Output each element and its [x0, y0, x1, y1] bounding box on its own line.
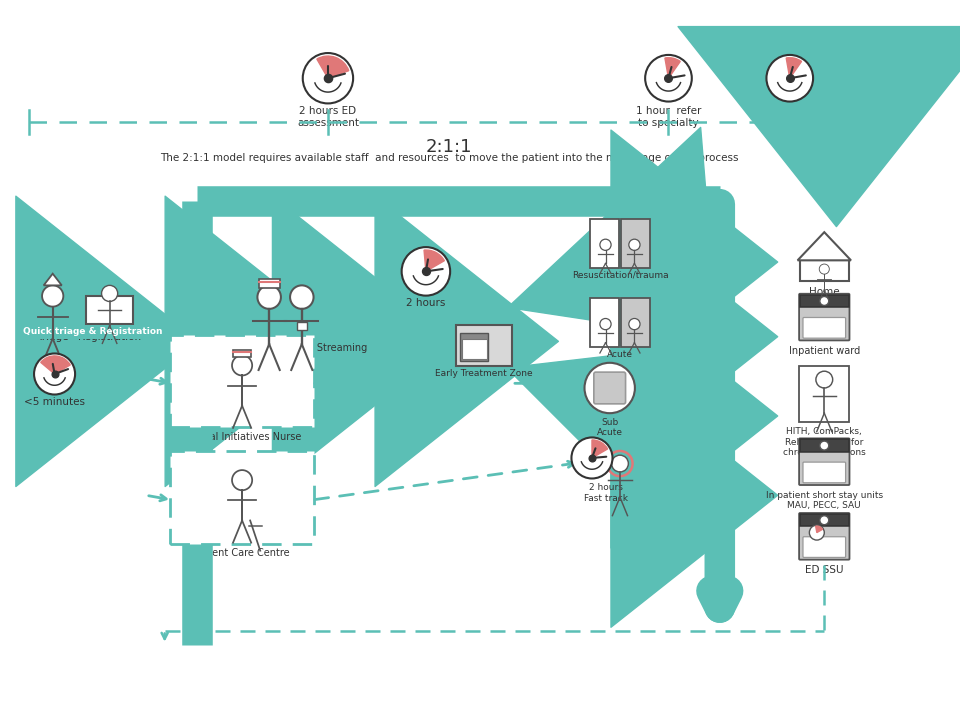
- Wedge shape: [424, 250, 444, 271]
- Text: Sub
Acute: Sub Acute: [597, 418, 623, 437]
- FancyBboxPatch shape: [799, 366, 850, 422]
- Text: 1 hour  refer
to specialty: 1 hour refer to specialty: [636, 107, 701, 128]
- FancyBboxPatch shape: [86, 296, 132, 323]
- FancyBboxPatch shape: [590, 219, 619, 268]
- Text: Acute: Acute: [607, 350, 633, 359]
- Text: 1 hour transfer
out of ED: 1 hour transfer out of ED: [751, 107, 829, 128]
- Circle shape: [816, 372, 832, 388]
- FancyBboxPatch shape: [463, 338, 487, 359]
- FancyBboxPatch shape: [590, 298, 619, 347]
- Circle shape: [629, 318, 640, 330]
- Circle shape: [819, 264, 829, 274]
- FancyBboxPatch shape: [594, 372, 626, 404]
- Circle shape: [766, 55, 813, 102]
- FancyBboxPatch shape: [799, 294, 850, 341]
- Polygon shape: [798, 232, 851, 261]
- FancyBboxPatch shape: [800, 294, 849, 307]
- Text: Triage: Triage: [36, 332, 68, 342]
- Circle shape: [585, 363, 635, 413]
- Circle shape: [290, 285, 314, 309]
- FancyBboxPatch shape: [799, 513, 850, 559]
- Circle shape: [612, 455, 629, 472]
- Circle shape: [600, 239, 612, 251]
- Text: 2 hours ED
assessment: 2 hours ED assessment: [297, 107, 359, 128]
- Wedge shape: [786, 58, 802, 78]
- FancyBboxPatch shape: [799, 438, 850, 485]
- Circle shape: [232, 470, 252, 490]
- Text: <5 minutes: <5 minutes: [24, 397, 85, 408]
- Circle shape: [257, 285, 281, 309]
- Text: Urgent Care Centre: Urgent Care Centre: [195, 549, 289, 559]
- Wedge shape: [317, 56, 348, 78]
- Circle shape: [571, 438, 612, 479]
- Circle shape: [820, 297, 828, 305]
- Circle shape: [401, 247, 450, 296]
- Circle shape: [820, 441, 828, 450]
- Text: 2 hours
Fast track: 2 hours Fast track: [584, 483, 628, 503]
- Text: ED Senior Assessment Streaming: ED Senior Assessment Streaming: [204, 343, 368, 354]
- Polygon shape: [800, 261, 849, 281]
- Wedge shape: [665, 58, 681, 78]
- Text: Quick triage & Registration: Quick triage & Registration: [23, 327, 162, 336]
- FancyBboxPatch shape: [800, 439, 849, 452]
- FancyBboxPatch shape: [258, 279, 279, 288]
- Wedge shape: [816, 526, 823, 533]
- Circle shape: [629, 239, 640, 251]
- Text: HITH, ComPacks,
Rehabilitation for
chronic conditions: HITH, ComPacks, Rehabilitation for chron…: [783, 427, 866, 457]
- Circle shape: [232, 356, 252, 376]
- Text: Home: Home: [809, 287, 840, 297]
- Circle shape: [42, 285, 63, 307]
- Text: Clinical Initiatives Nurse: Clinical Initiatives Nurse: [183, 432, 301, 442]
- Circle shape: [645, 55, 692, 102]
- FancyBboxPatch shape: [170, 335, 314, 427]
- FancyBboxPatch shape: [621, 298, 650, 347]
- Wedge shape: [40, 356, 70, 374]
- Text: ED SSU: ED SSU: [805, 565, 844, 575]
- FancyBboxPatch shape: [803, 318, 846, 338]
- Circle shape: [302, 53, 353, 104]
- FancyBboxPatch shape: [170, 451, 314, 544]
- Text: Registration: Registration: [78, 332, 141, 342]
- Wedge shape: [592, 440, 608, 458]
- Circle shape: [102, 285, 118, 302]
- Circle shape: [809, 525, 825, 540]
- Text: In patient short stay units
MAU, PECC, SAU: In patient short stay units MAU, PECC, S…: [766, 490, 883, 510]
- FancyBboxPatch shape: [18, 325, 167, 338]
- FancyBboxPatch shape: [803, 536, 846, 557]
- FancyBboxPatch shape: [803, 462, 846, 483]
- Circle shape: [820, 516, 828, 525]
- Text: Early Treatment Zone: Early Treatment Zone: [435, 369, 533, 378]
- Polygon shape: [43, 274, 61, 285]
- Text: Inpatient ward: Inpatient ward: [789, 346, 860, 356]
- Circle shape: [600, 318, 612, 330]
- FancyBboxPatch shape: [461, 333, 489, 361]
- FancyBboxPatch shape: [456, 325, 512, 366]
- Text: 2 hours: 2 hours: [406, 298, 445, 308]
- Text: Resuscitation/trauma: Resuscitation/trauma: [571, 271, 668, 279]
- FancyBboxPatch shape: [800, 514, 849, 526]
- Text: The 2:1:1 model requires available staff  and resources  to move the patient int: The 2:1:1 model requires available staff…: [160, 153, 738, 163]
- FancyBboxPatch shape: [297, 323, 307, 330]
- Circle shape: [34, 354, 75, 395]
- FancyBboxPatch shape: [233, 351, 252, 357]
- FancyBboxPatch shape: [621, 219, 650, 268]
- Text: 2:1:1: 2:1:1: [426, 138, 472, 156]
